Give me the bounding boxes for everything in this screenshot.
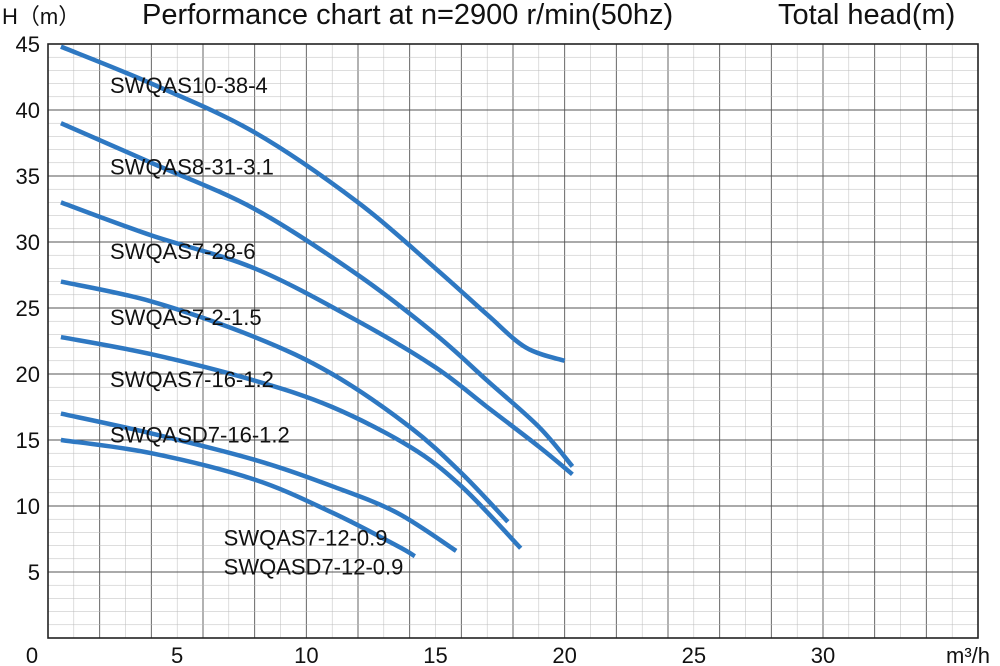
series-line [60, 279, 510, 524]
ticks: 0 5 10 15 20 25 30 5 10 15 20 25 30 35 40 45 [16, 32, 836, 666]
series-line [60, 334, 523, 550]
chart-title: Performance chart at n=2900 r/min(50hz) [142, 0, 673, 31]
series-label: SWQAS7-28-6 [110, 239, 256, 264]
series-line [60, 200, 574, 477]
x-axis-unit: m³/h [946, 643, 990, 666]
y-tick-label: 35 [16, 164, 40, 189]
x-tick-label: 10 [294, 643, 318, 666]
series-line [60, 437, 417, 559]
y-tick-label: 5 [28, 560, 40, 585]
y-tick-label: 10 [16, 494, 40, 519]
curves [60, 44, 575, 559]
series-label: SWQASD7-12-0.9 [224, 555, 404, 580]
y-tick-label: 40 [16, 98, 40, 123]
y-tick-label: 30 [16, 230, 40, 255]
y-tick-label: 25 [16, 296, 40, 321]
x-tick-label: 25 [682, 643, 706, 666]
series-label: SWQAS7-12-0.9 [224, 526, 388, 551]
series-label: SWQASD7-16-1.2 [110, 423, 290, 448]
x-tick-label: 0 [26, 643, 38, 666]
y-tick-label: 15 [16, 428, 40, 453]
plot-frame [47, 43, 979, 639]
series-line [60, 121, 575, 468]
grid [47, 43, 979, 639]
y-tick-label: 45 [16, 32, 40, 57]
x-tick-label: 20 [552, 643, 576, 666]
x-tick-label: 15 [423, 643, 447, 666]
x-tick-label: 5 [171, 643, 183, 666]
series-label: SWQAS7-16-1.2 [110, 367, 274, 392]
y-tick-label: 20 [16, 362, 40, 387]
series-label: SWQAS10-38-4 [110, 73, 268, 98]
chart-title-right: Total head(m) [778, 0, 955, 31]
x-tick-label: 30 [811, 643, 835, 666]
series-labels: SWQAS10-38-4 SWQAS8-31-3.1 SWQAS7-28-6 SWQA… [110, 73, 403, 580]
series-label: SWQAS7-2-1.5 [110, 305, 262, 330]
series-line [60, 411, 458, 553]
y-axis-label: H（m） [2, 4, 80, 29]
series-label: SWQAS8-31-3.1 [110, 155, 274, 180]
series-line [60, 44, 566, 363]
